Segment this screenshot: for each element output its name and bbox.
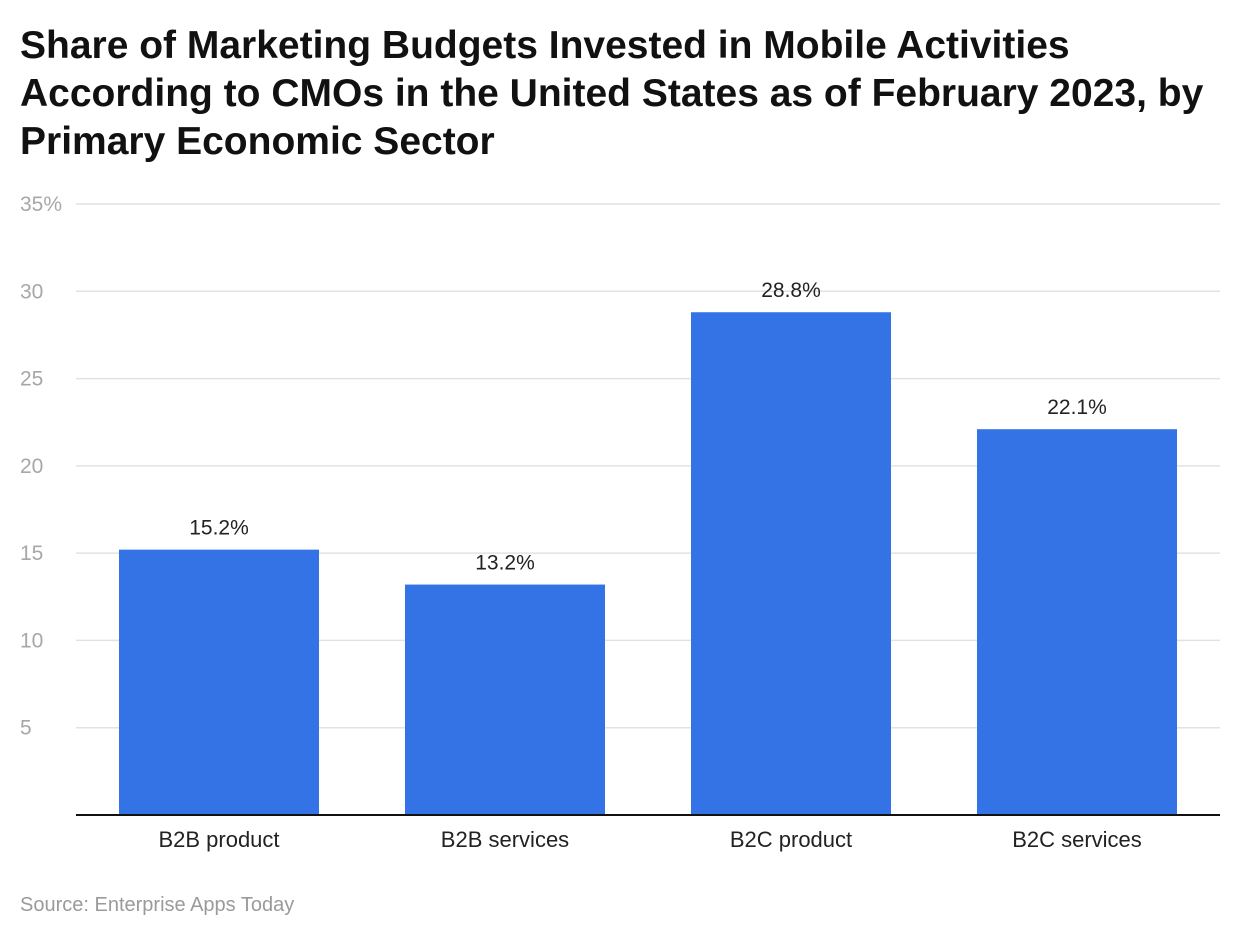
- bar-b2b-services: [405, 584, 605, 815]
- y-tick-label: 10: [20, 629, 43, 652]
- x-tick-label: B2B services: [441, 827, 569, 852]
- y-tick-label: 25: [20, 368, 43, 391]
- y-tick-label: 30: [20, 280, 43, 303]
- data-labels: 15.2% 13.2% 28.8% 22.1%: [189, 279, 1107, 574]
- x-tick-label: B2B product: [158, 827, 279, 852]
- data-label: 13.2%: [475, 552, 535, 575]
- data-label: 28.8%: [761, 279, 821, 302]
- x-tick-label: B2C product: [730, 827, 852, 852]
- bar-b2c-product: [691, 312, 891, 815]
- data-label: 22.1%: [1047, 396, 1107, 419]
- y-tick-label: 5: [20, 717, 32, 740]
- bars: [119, 312, 1177, 815]
- y-tick-label: 15: [20, 542, 43, 565]
- y-axis-tick-labels: 5 10 15 20 25 30 35%: [20, 193, 62, 740]
- bar-b2b-product: [119, 549, 319, 815]
- source-note: Source: Enterprise Apps Today: [20, 894, 295, 916]
- bar-b2c-services: [977, 429, 1177, 815]
- bar-chart: 5 10 15 20 25 30 35% 15.2% 13.2% 28.8% 22.1% B2B …: [20, 193, 1220, 852]
- y-tick-label: 35%: [20, 193, 62, 216]
- data-label: 15.2%: [189, 517, 249, 540]
- x-tick-label: B2C services: [1012, 827, 1142, 852]
- y-tick-label: 20: [20, 455, 43, 478]
- x-axis-category-labels: B2B product B2B services B2C product B2C se…: [158, 827, 1141, 852]
- chart-title: Share of Marketing Budgets Invested in M…: [20, 24, 1204, 163]
